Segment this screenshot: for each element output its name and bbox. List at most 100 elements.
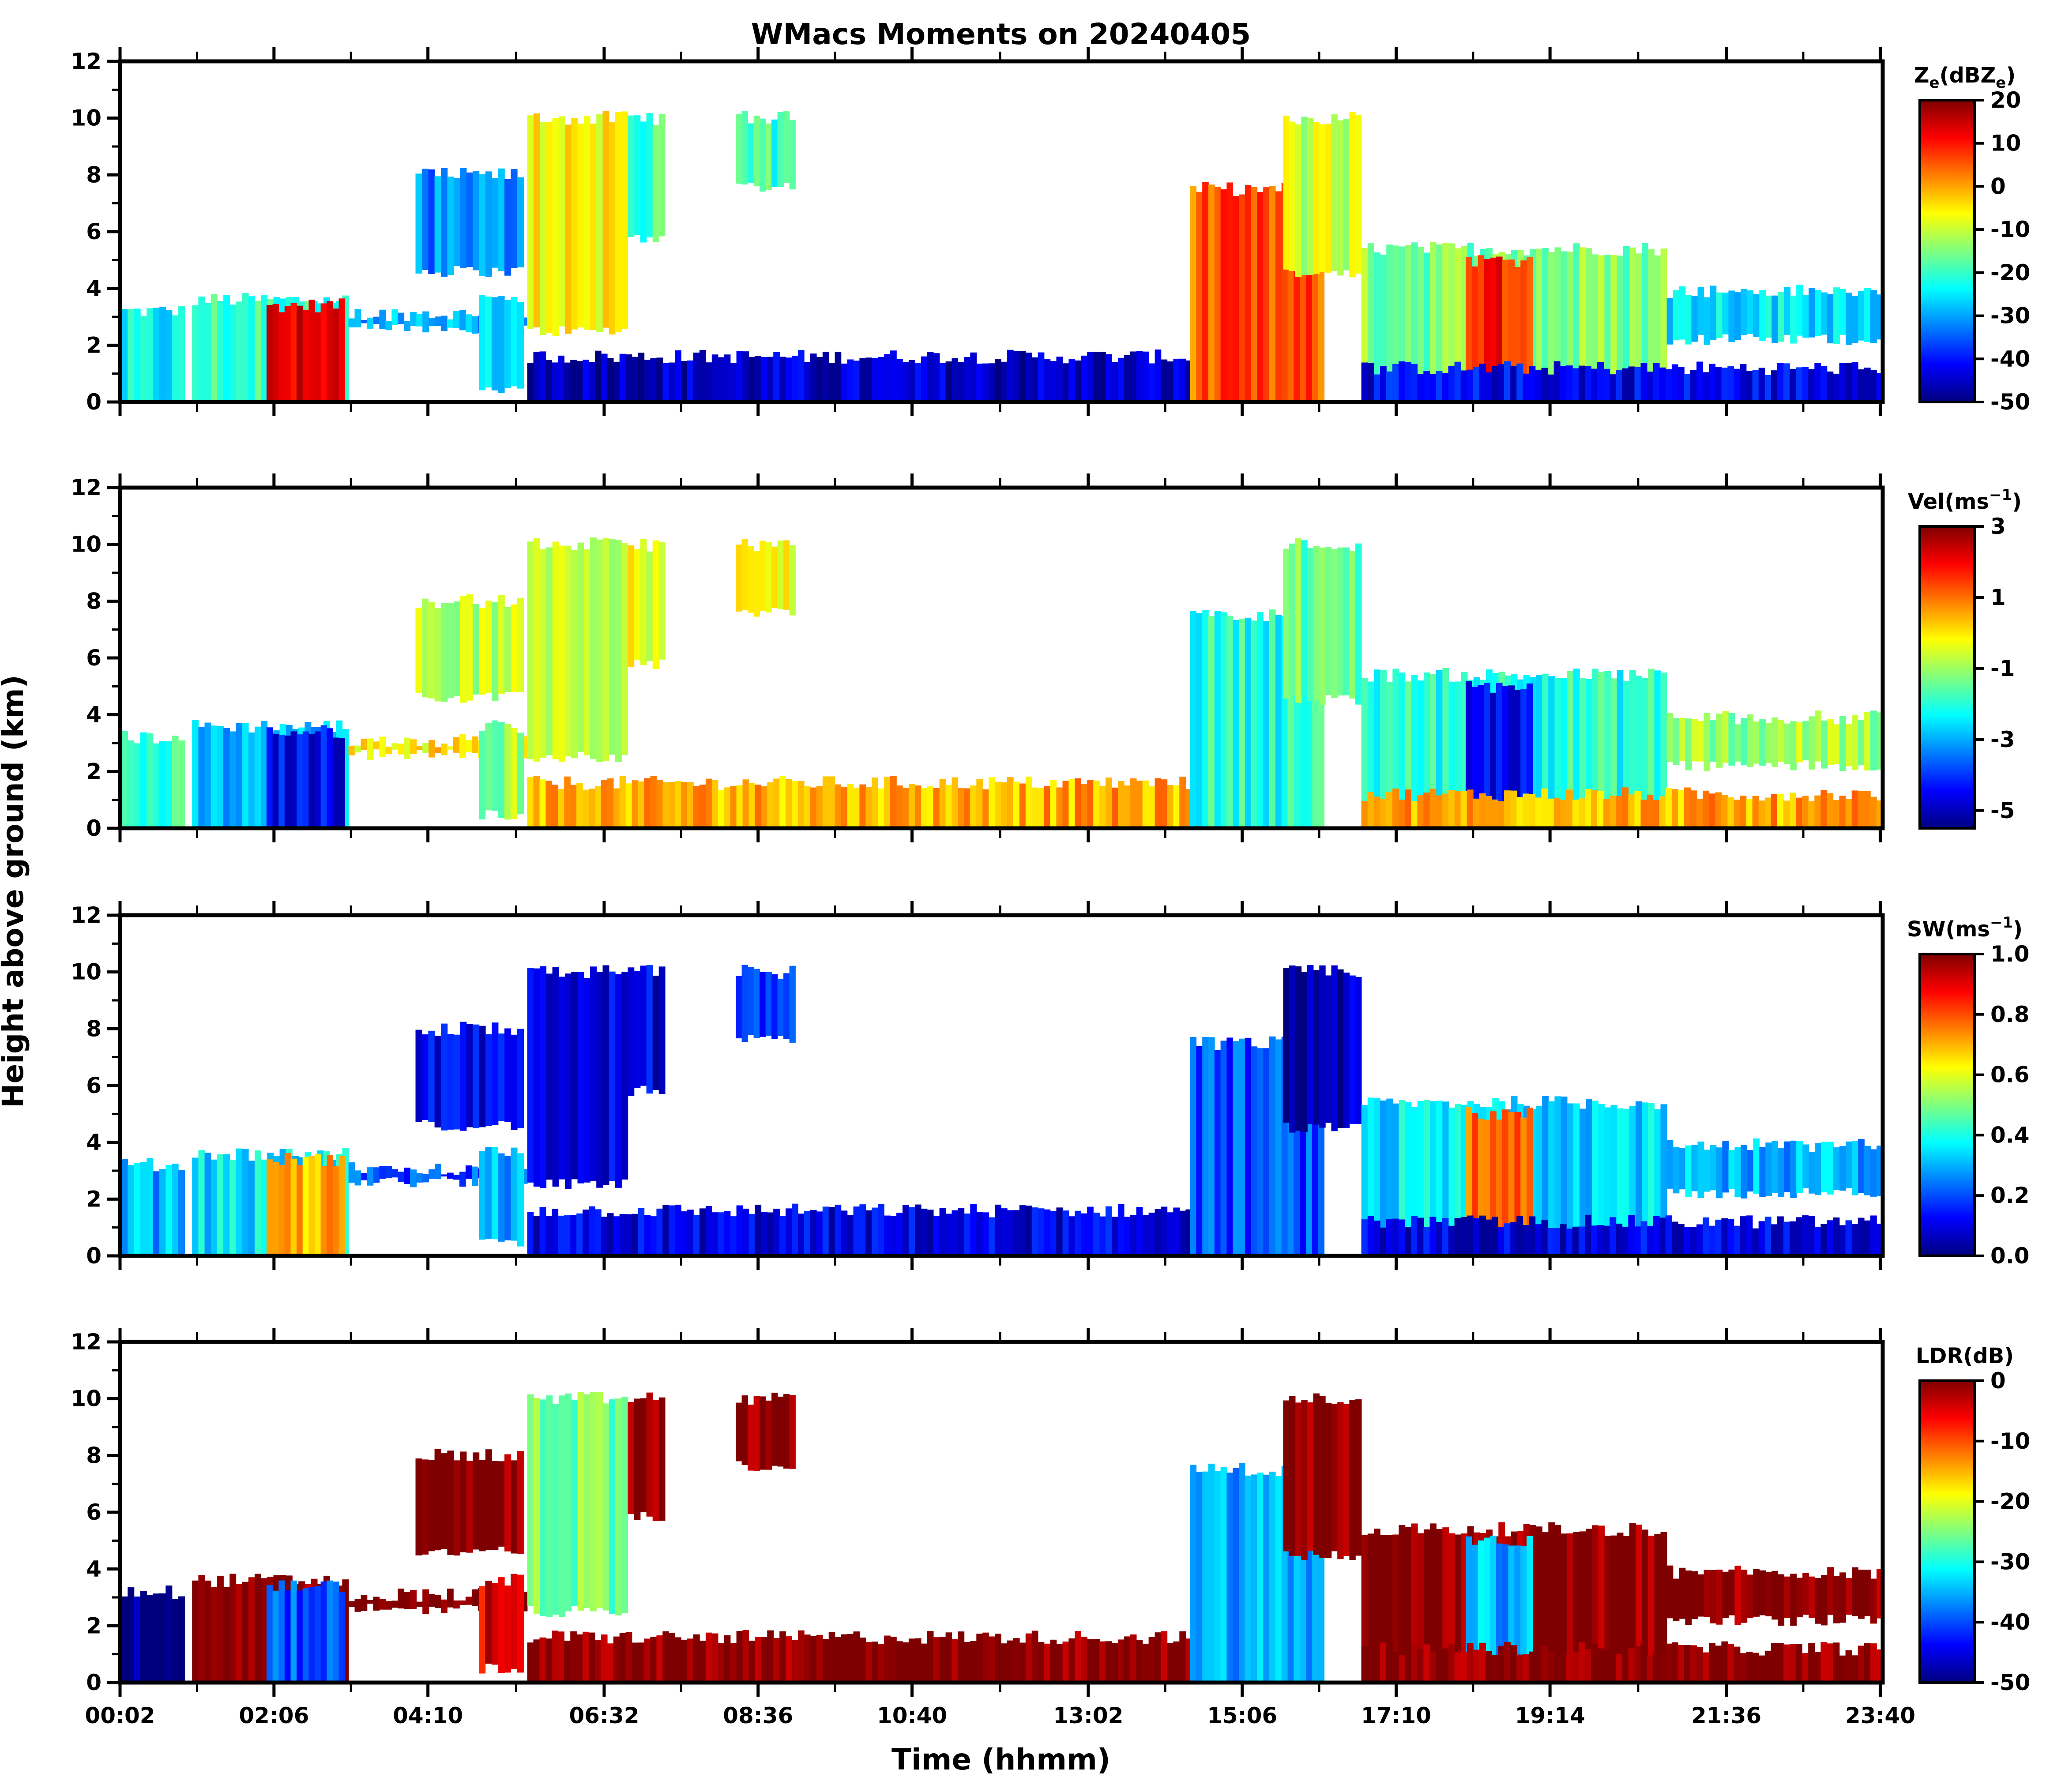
cloud-cell-9 [865,787,873,828]
cloud-cell-10 [1196,1472,1203,1683]
cloud-cell-1 [192,720,199,828]
cloud-cell-10 [1208,184,1215,402]
cloud-cell-9 [693,353,700,402]
cloud-cell-9 [1106,354,1112,402]
cloud-cell-3 [404,1168,411,1184]
cloud-cell-14 [1833,724,1840,764]
cloud-cell-9 [995,1634,1001,1683]
cloud-cell-5 [453,1460,460,1556]
cloud-cell-10 [1263,621,1270,828]
cloud-cell-15 [1516,797,1523,828]
cloud-cell-3 [385,747,392,754]
cloud-cell-11 [1307,1402,1314,1551]
cloud-cell-12 [1654,670,1661,828]
cloud-cell-1 [204,722,211,828]
cloud-cell-9 [1081,355,1087,402]
cloud-cell-9 [786,1636,792,1683]
cloud-cell-9 [669,1633,675,1683]
cloud-cell-1 [254,301,261,402]
cloud-cell-9 [669,782,675,828]
cloud-cell-5 [428,1030,435,1122]
cloud-cell-9 [1099,352,1106,402]
cloud-cell-9 [792,1203,798,1256]
cloud-cell-5 [421,598,429,698]
cloud-cell-9 [711,780,718,828]
cloud-cell-0 [128,1587,135,1683]
cloud-cell-12 [1386,244,1393,402]
cloud-cell-12 [1598,1525,1605,1683]
cloud-cell-9 [650,358,657,402]
cloud-cell-9 [1093,1213,1100,1256]
cloud-cell-9 [1038,1208,1045,1256]
cloud-cell-2 [266,727,273,828]
cloud-cell-6 [596,1392,603,1608]
cloud-cell-8 [783,540,790,610]
cloud-cell-15 [1628,794,1635,828]
cloud-cell-15 [1498,1645,1504,1683]
cloud-cell-15 [1373,374,1380,402]
cloud-cell-3 [471,1589,478,1606]
cloud-cell-9 [989,777,995,828]
cloud-cell-6 [552,541,559,759]
cloud-cell-5 [453,601,460,696]
cloud-cell-4 [511,1147,518,1241]
cloud-cell-3 [404,737,411,759]
cloud-cell-15 [1671,1221,1678,1256]
cloud-cell-11 [1337,969,1344,1128]
cloud-cell-12 [1417,247,1424,402]
cloud-cell-14 [1710,1145,1717,1191]
cloud-cell-3 [441,1174,448,1177]
cloud-cell-12 [1629,247,1636,402]
y-tick-label: 4 [86,1556,102,1582]
cloud-cell-4 [485,1147,492,1239]
cloud-cell-15 [1442,1218,1449,1256]
cloud-cell-15 [1498,364,1504,402]
cloud-cell-9 [1062,363,1069,402]
x-tick-label: 21:36 [1691,1703,1761,1728]
cloud-cell-3 [416,1173,423,1183]
cloud-cell-14 [1765,1142,1772,1196]
cloud-cell-9 [964,1642,971,1683]
cloud-cell-14 [1852,714,1858,770]
cloud-cell-2 [327,1580,333,1683]
cloud-cell-12 [1455,1104,1462,1256]
cloud-cell-14 [1864,1570,1871,1616]
cloud-cell-9 [945,1213,952,1256]
cloud-cell-12 [1561,1533,1568,1683]
cloud-cell-15 [1703,372,1710,402]
cloud-cell-15 [1858,1645,1865,1683]
cloud-cell-7 [646,551,653,661]
cloud-cell-7 [646,113,653,237]
cloud-cell-9 [1007,1640,1014,1683]
cloud-cell-5 [504,179,511,276]
cloud-cell-15 [1423,1644,1430,1683]
cloud-cell-6 [609,122,616,334]
cloud-cell-11 [1355,977,1362,1124]
cloud-cell-14 [1870,1578,1877,1624]
cloud-cell-4 [498,1577,505,1673]
cloud-cell-9 [1025,1206,1032,1256]
cloud-cell-5 [415,1029,422,1122]
cloud-cell-14 [1747,1574,1754,1618]
cloud-cell-15 [1597,362,1604,402]
cloud-cell-9 [650,776,657,828]
cloud-cell-15 [1442,793,1449,828]
cloud-cell-5 [415,173,422,274]
cloud-cell-15 [1510,790,1517,828]
cloud-cell-6 [552,118,559,336]
cloud-cell-15 [1373,796,1380,828]
cloud-cell-9 [607,1213,614,1256]
cloud-cell-15 [1585,366,1591,402]
cloud-cell-10 [1275,615,1282,828]
cloud-cell-9 [970,1641,977,1683]
cloud-cell-14 [1815,710,1821,762]
cloud-cell-9 [570,785,577,828]
cloud-cell-5 [485,171,492,277]
cloud-cell-15 [1460,370,1467,402]
cloud-cell-9 [964,1213,971,1256]
cloud-cell-14 [1679,1148,1686,1190]
cloud-cell-9 [933,788,940,828]
cloud-cell-12 [1660,248,1667,402]
cloud-cell-9 [711,354,718,402]
cloud-cell-15 [1734,1646,1741,1683]
